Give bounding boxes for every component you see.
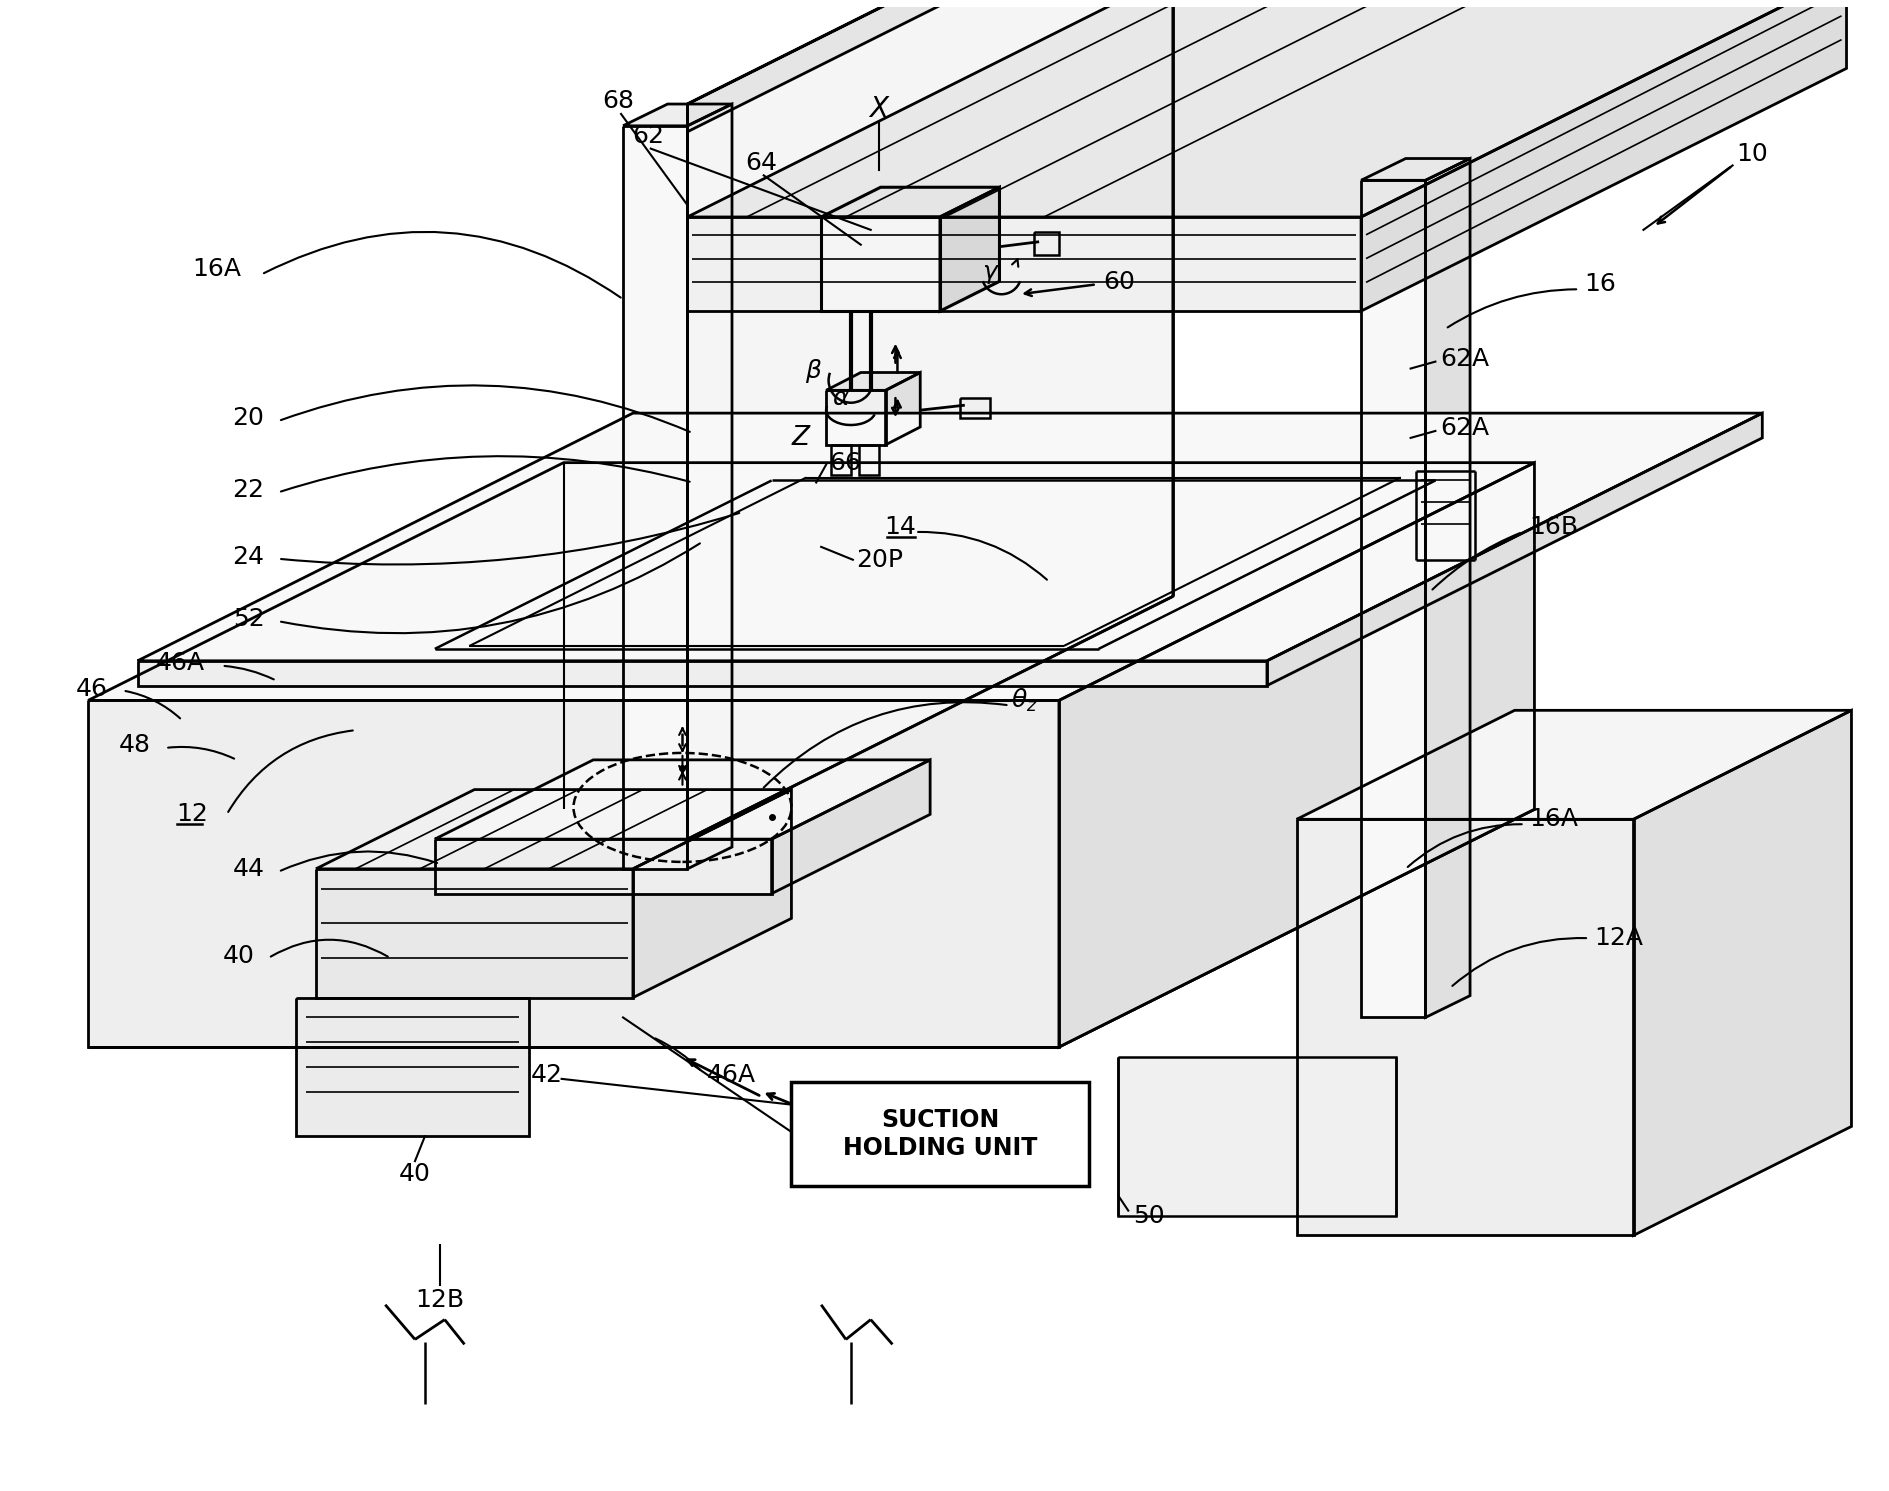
- Polygon shape: [960, 398, 990, 417]
- Text: Y: Y: [882, 1124, 899, 1153]
- Text: 52: 52: [232, 607, 264, 631]
- Text: $\theta_z$: $\theta_z$: [1011, 687, 1037, 714]
- Text: 12: 12: [176, 802, 208, 826]
- Polygon shape: [688, 104, 733, 869]
- Text: 48: 48: [119, 734, 151, 757]
- Text: 16B: 16B: [1530, 514, 1579, 540]
- Polygon shape: [771, 760, 929, 893]
- Polygon shape: [138, 661, 1268, 686]
- Polygon shape: [822, 188, 999, 218]
- Polygon shape: [623, 125, 688, 869]
- Text: 22: 22: [232, 479, 264, 502]
- Polygon shape: [825, 391, 886, 444]
- Polygon shape: [1296, 820, 1634, 1236]
- Text: SUCTION
HOLDING UNIT: SUCTION HOLDING UNIT: [842, 1108, 1037, 1160]
- Polygon shape: [831, 444, 850, 474]
- Polygon shape: [623, 104, 733, 125]
- Polygon shape: [297, 997, 529, 1136]
- Polygon shape: [688, 0, 1847, 218]
- Polygon shape: [1268, 413, 1762, 686]
- Text: 60: 60: [1103, 270, 1135, 294]
- Text: 66: 66: [829, 450, 861, 474]
- Text: α: α: [833, 386, 850, 410]
- Text: γ: γ: [982, 261, 997, 285]
- Polygon shape: [822, 218, 941, 312]
- Polygon shape: [89, 462, 1534, 701]
- Text: X: X: [869, 95, 888, 122]
- Text: 62A: 62A: [1439, 416, 1489, 440]
- Polygon shape: [1296, 710, 1851, 820]
- Text: 40: 40: [399, 1161, 431, 1185]
- Text: 46A: 46A: [706, 1063, 756, 1087]
- Bar: [791, 1082, 1088, 1185]
- Text: 16A: 16A: [1530, 807, 1579, 832]
- Text: 12A: 12A: [1594, 926, 1643, 950]
- Text: 62A: 62A: [1439, 346, 1489, 371]
- Text: 16: 16: [1585, 273, 1615, 297]
- Text: β: β: [805, 358, 822, 383]
- Polygon shape: [1033, 231, 1060, 255]
- Polygon shape: [633, 790, 791, 997]
- Polygon shape: [1362, 158, 1470, 180]
- Text: 62: 62: [631, 124, 663, 148]
- Polygon shape: [941, 188, 999, 312]
- Polygon shape: [1634, 710, 1851, 1236]
- Polygon shape: [859, 444, 878, 474]
- Text: 50: 50: [1133, 1203, 1166, 1227]
- Text: 14: 14: [884, 514, 916, 540]
- Text: 20P: 20P: [856, 547, 903, 571]
- Polygon shape: [434, 760, 929, 839]
- Text: 68: 68: [603, 89, 635, 113]
- Text: 20: 20: [232, 406, 264, 429]
- Polygon shape: [886, 373, 920, 444]
- Polygon shape: [434, 839, 771, 893]
- Text: 24: 24: [232, 544, 264, 568]
- Text: 46A: 46A: [155, 650, 204, 675]
- Text: 46: 46: [76, 677, 108, 701]
- Polygon shape: [1426, 158, 1470, 1017]
- Polygon shape: [1362, 180, 1426, 1017]
- Polygon shape: [1118, 1057, 1396, 1215]
- Polygon shape: [688, 0, 1173, 131]
- Text: 16A: 16A: [193, 258, 242, 282]
- Polygon shape: [138, 413, 1762, 661]
- Text: 10: 10: [1736, 142, 1768, 166]
- Polygon shape: [315, 869, 633, 997]
- Polygon shape: [688, 0, 1173, 839]
- Text: 64: 64: [746, 152, 778, 176]
- Text: Z: Z: [791, 425, 810, 450]
- Polygon shape: [1362, 0, 1847, 312]
- Polygon shape: [688, 218, 1362, 312]
- Text: 12B: 12B: [416, 1288, 465, 1312]
- Text: 42: 42: [531, 1063, 563, 1087]
- Polygon shape: [315, 790, 791, 869]
- Polygon shape: [1060, 462, 1534, 1047]
- Text: 40: 40: [223, 944, 255, 968]
- Polygon shape: [825, 373, 920, 391]
- Text: 44: 44: [232, 857, 264, 881]
- Polygon shape: [89, 701, 1060, 1047]
